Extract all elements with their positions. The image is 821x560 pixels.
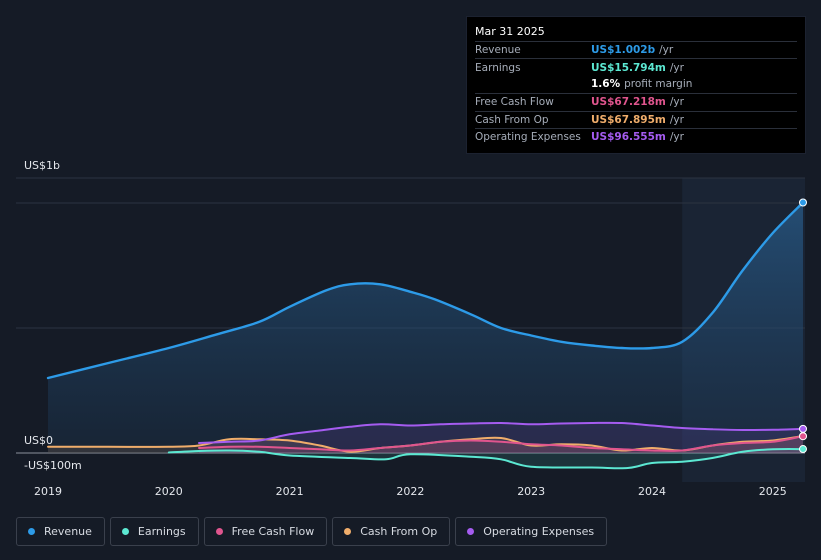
tooltip-row: 1.6% profit margin: [475, 76, 797, 93]
y-neg-label: -US$100m: [24, 459, 82, 472]
legend-label: Earnings: [137, 525, 186, 538]
tooltip-label: Operating Expenses: [475, 131, 581, 144]
tooltip-value: US$96.555m: [591, 131, 666, 144]
x-tick-2025: 2025: [759, 485, 787, 498]
x-tick-2020: 2020: [155, 485, 183, 498]
tooltip-row: Free Cash Flow US$67.218m/yr: [475, 93, 797, 110]
earnings-endpoint: [799, 445, 807, 454]
x-tick-2022: 2022: [396, 485, 424, 498]
y-top-label: US$1b: [24, 159, 61, 172]
tooltip-value: 1.6%: [591, 78, 621, 91]
tooltip-label: Revenue: [475, 44, 521, 57]
tooltip-row: Cash From Op US$67.895m/yr: [475, 110, 797, 128]
revenue-line: [46, 201, 805, 380]
legend-label: Free Cash Flow: [231, 525, 315, 538]
operating-expenses-line: [198, 421, 804, 444]
legend-label: Operating Expenses: [483, 525, 595, 538]
tooltip-label: Free Cash Flow: [475, 96, 554, 109]
x-axis-ticks: 2019 2020 2021 2022 2023 2024 2025: [34, 485, 787, 498]
legend-dot-icon: [467, 528, 475, 535]
free-cash-flow-area: [199, 436, 803, 453]
earnings-line: [167, 448, 804, 470]
tooltip-row: Revenue US$1.002b/yr: [475, 41, 797, 58]
tooltip-value: US$67.218m: [591, 96, 666, 109]
x-tick-2023: 2023: [517, 485, 545, 498]
tooltip-unit: /yr: [669, 113, 684, 126]
legend-item-operating-expenses[interactable]: Operating Expenses: [455, 517, 608, 546]
tooltip-unit: profit margin: [624, 78, 693, 91]
tooltip-value: US$1.002b: [591, 44, 656, 57]
x-tick-2024: 2024: [638, 485, 666, 498]
x-tick-2021: 2021: [276, 485, 304, 498]
legend-label: Revenue: [44, 525, 92, 538]
legend-item-revenue[interactable]: Revenue: [16, 517, 105, 546]
y-zero-label: US$0: [24, 434, 54, 447]
tooltip-unit: /yr: [669, 96, 684, 109]
legend-dot-icon: [121, 528, 129, 535]
tooltip-unit: /yr: [659, 44, 674, 57]
free-cash-flow-line: [198, 435, 804, 452]
legend-dot-icon: [344, 528, 352, 535]
tooltip-unit: /yr: [669, 131, 684, 144]
legend-item-free-cash-flow[interactable]: Free Cash Flow: [203, 517, 328, 546]
tooltip-unit: /yr: [669, 61, 684, 74]
legend-item-cash-from-op[interactable]: Cash From Op: [332, 517, 451, 546]
legend-dot-icon: [28, 528, 35, 535]
revenue-endpoint: [799, 198, 807, 207]
chart-legend: Revenue Earnings Free Cash Flow Cash From O…: [16, 517, 608, 546]
tooltip-label: Earnings: [475, 61, 521, 74]
series-endpoints: [799, 198, 807, 454]
legend-label: Cash From Op: [360, 525, 438, 538]
tooltip-row: Operating Expenses US$96.555m/yr: [475, 127, 797, 145]
revenue-area: [48, 202, 803, 453]
series-lines: [46, 201, 805, 470]
tooltip-row: Earnings US$15.794m/yr: [475, 58, 797, 75]
tooltip-date: Mar 31 2025: [475, 25, 545, 38]
free-cash-flow-endpoint: [799, 432, 807, 441]
x-tick-2019: 2019: [34, 485, 62, 498]
legend-dot-icon: [215, 528, 223, 535]
legend-item-earnings[interactable]: Earnings: [109, 517, 199, 546]
operating-expenses-endpoint: [799, 424, 807, 433]
data-tooltip: Mar 31 2025 Revenue US$1.002b/yr Earnings U…: [466, 16, 806, 154]
tooltip-label: Cash From Op: [475, 113, 549, 126]
tooltip-value: US$67.895m: [591, 113, 666, 126]
tooltip-value: US$15.794m: [591, 61, 666, 74]
